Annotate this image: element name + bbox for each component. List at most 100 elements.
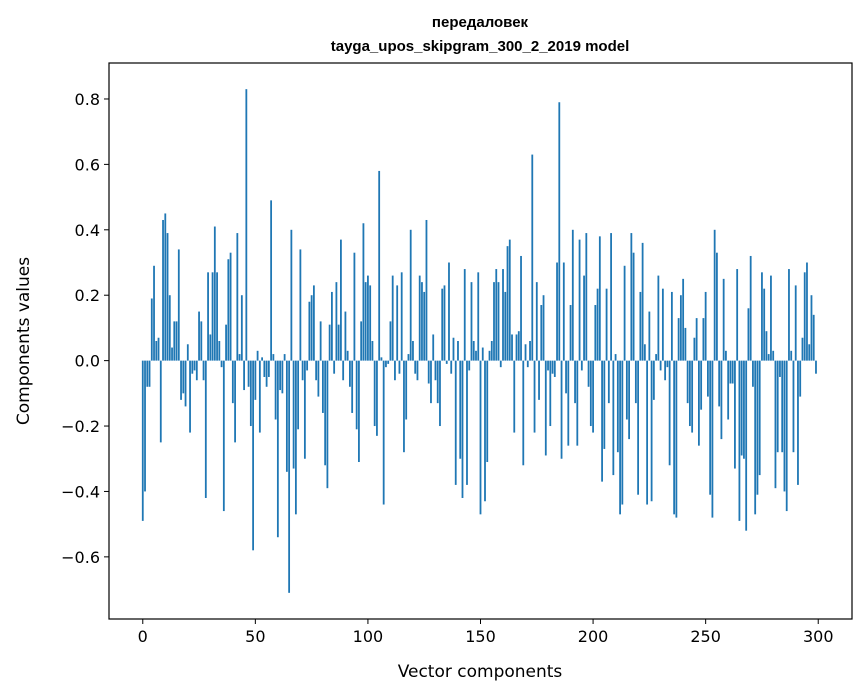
bar xyxy=(204,360,207,498)
bar xyxy=(407,354,410,361)
bar xyxy=(175,321,178,361)
x-tick-label: 250 xyxy=(690,627,721,646)
bar xyxy=(772,350,775,361)
bar xyxy=(695,318,698,361)
bar xyxy=(810,295,813,361)
bar xyxy=(448,262,450,361)
bar xyxy=(484,360,486,502)
bar xyxy=(389,321,392,361)
bar xyxy=(540,305,543,361)
bar xyxy=(709,360,712,495)
bar xyxy=(166,233,169,361)
bar xyxy=(376,360,378,436)
bar xyxy=(785,360,788,512)
bar xyxy=(234,360,236,443)
bar xyxy=(346,350,349,361)
bar xyxy=(285,360,288,472)
x-tick-label: 200 xyxy=(578,627,609,646)
bar xyxy=(544,360,547,456)
bar xyxy=(279,360,282,391)
bar xyxy=(511,334,513,361)
bar xyxy=(776,360,779,453)
bar xyxy=(290,229,293,361)
bar xyxy=(643,344,646,361)
bar xyxy=(614,354,617,361)
bar xyxy=(382,360,385,505)
bar xyxy=(815,360,817,374)
bar xyxy=(207,272,209,361)
bar xyxy=(324,360,327,466)
bar xyxy=(373,360,376,427)
bar xyxy=(180,360,182,400)
bar xyxy=(551,360,554,374)
y-tick-label: 0.6 xyxy=(75,155,100,174)
bar xyxy=(770,275,772,361)
bar xyxy=(736,269,739,361)
bar xyxy=(803,272,806,361)
bar xyxy=(157,337,160,361)
bar xyxy=(583,275,585,361)
bar xyxy=(396,285,399,361)
bar xyxy=(297,360,300,430)
bar xyxy=(405,360,408,420)
bar xyxy=(349,360,351,387)
bar xyxy=(328,324,331,361)
bar xyxy=(738,360,741,521)
bar xyxy=(477,272,480,361)
bar xyxy=(792,360,795,453)
bar xyxy=(637,360,640,495)
bar xyxy=(794,285,797,361)
bar xyxy=(193,360,196,371)
bar xyxy=(398,360,401,374)
bar xyxy=(522,360,525,466)
bar xyxy=(727,360,730,420)
bar xyxy=(312,285,315,361)
bar xyxy=(616,360,619,453)
x-tick-label: 0 xyxy=(138,627,148,646)
bar xyxy=(670,291,673,361)
bar xyxy=(270,200,273,361)
bar xyxy=(351,360,354,413)
bar xyxy=(391,275,394,361)
bar xyxy=(319,321,322,361)
bar xyxy=(436,360,439,404)
bar xyxy=(362,223,365,361)
bar xyxy=(457,341,459,361)
bar xyxy=(171,347,173,361)
bar xyxy=(488,350,491,361)
bar xyxy=(529,341,531,361)
bar xyxy=(490,341,493,361)
bar xyxy=(722,278,725,361)
bar xyxy=(553,360,556,377)
bar xyxy=(292,360,295,469)
bar xyxy=(367,275,369,361)
bar xyxy=(574,360,576,404)
bar xyxy=(677,318,680,361)
bar xyxy=(698,360,700,446)
bar xyxy=(182,360,185,394)
bar xyxy=(378,170,381,361)
bar xyxy=(625,360,628,420)
axis-ticks: 0 50 100 150 200 250 300 −0.6 −0.4 −0.2 0.0 0.2 0.4 0… xyxy=(61,90,833,646)
bar xyxy=(711,360,714,518)
bar xyxy=(734,360,736,469)
bar xyxy=(493,282,495,361)
x-tick-label: 300 xyxy=(803,627,834,646)
bar xyxy=(249,360,252,427)
y-tick-label: −0.4 xyxy=(61,482,100,501)
bar xyxy=(610,233,612,361)
bar xyxy=(806,262,808,361)
bar xyxy=(788,269,790,361)
bar xyxy=(267,360,270,377)
bar xyxy=(702,318,705,361)
bar xyxy=(565,360,567,394)
bar xyxy=(281,360,284,394)
bar xyxy=(387,360,390,364)
bar xyxy=(468,360,471,371)
bar xyxy=(218,341,221,361)
bar xyxy=(184,360,187,407)
bar xyxy=(648,311,651,361)
bar xyxy=(211,272,214,361)
bar xyxy=(745,360,748,531)
bar xyxy=(258,360,261,433)
